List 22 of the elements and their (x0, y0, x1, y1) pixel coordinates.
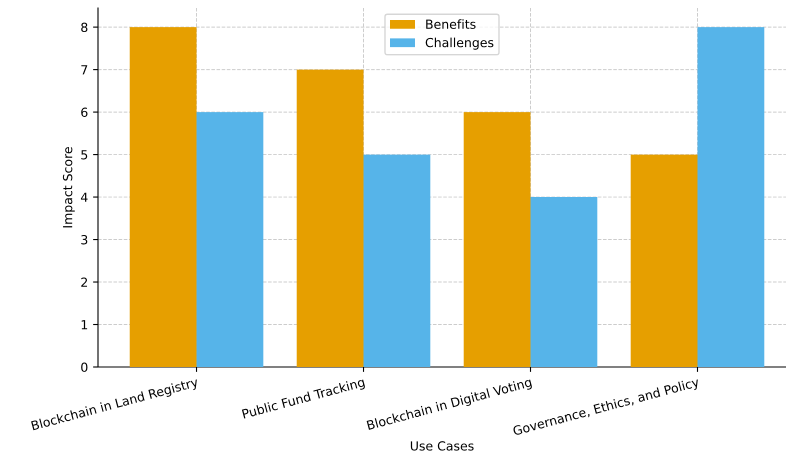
legend-label: Challenges (426, 38, 494, 50)
legend-label: Benefits (426, 19, 476, 29)
y-tick-label: 6 (81, 108, 88, 118)
y-axis-title: Impact Score (62, 147, 75, 228)
y-tick-label: 4 (80, 192, 88, 202)
bar (296, 70, 364, 367)
y-tick-label: 2 (81, 278, 88, 287)
bar (196, 112, 264, 367)
bar (630, 154, 698, 367)
bar (130, 27, 197, 367)
y-tick-label: 1 (82, 320, 88, 330)
y-tick-label: 7 (81, 65, 88, 74)
bar (697, 27, 764, 367)
y-tick-label: 3 (81, 235, 88, 244)
y-tick-label: 8 (81, 22, 88, 32)
bar (530, 197, 598, 367)
bar (464, 112, 531, 367)
y-tick-label: 0 (81, 362, 88, 372)
y-tick-label: 5 (81, 150, 88, 160)
x-axis-title: Use Cases (410, 441, 474, 451)
bar (364, 154, 430, 367)
x-tick-label: Public Fund Tracking (242, 377, 366, 422)
